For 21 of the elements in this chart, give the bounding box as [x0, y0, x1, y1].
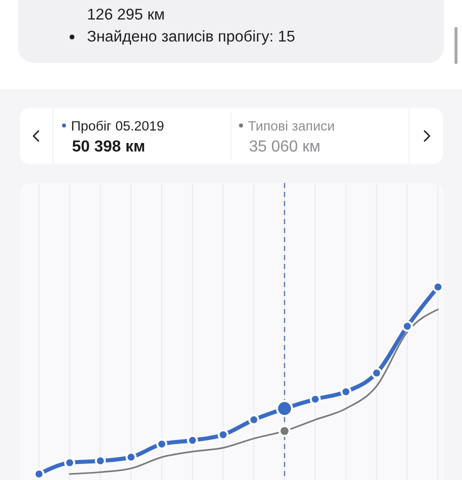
point: [218, 429, 229, 440]
point: [126, 452, 137, 463]
point: [371, 368, 382, 379]
point: [34, 468, 44, 480]
text: 126 295 км: [87, 6, 165, 24]
point: [340, 386, 352, 398]
point: [278, 424, 291, 437]
point: [156, 438, 168, 450]
point: [186, 434, 198, 446]
point: [310, 394, 321, 405]
legend-label: Пробіг: [71, 118, 112, 134]
point: [402, 320, 413, 332]
legend-label: Типові записи: [248, 118, 335, 134]
text: 50 398 км: [72, 138, 146, 156]
text: Знайдено записів пробігу: 15: [87, 28, 296, 46]
point: [248, 414, 260, 426]
point: [64, 457, 76, 468]
point: [432, 282, 444, 292]
point: [94, 455, 106, 466]
text: 35 060 км: [249, 138, 320, 156]
text: 05.2019: [115, 118, 164, 134]
